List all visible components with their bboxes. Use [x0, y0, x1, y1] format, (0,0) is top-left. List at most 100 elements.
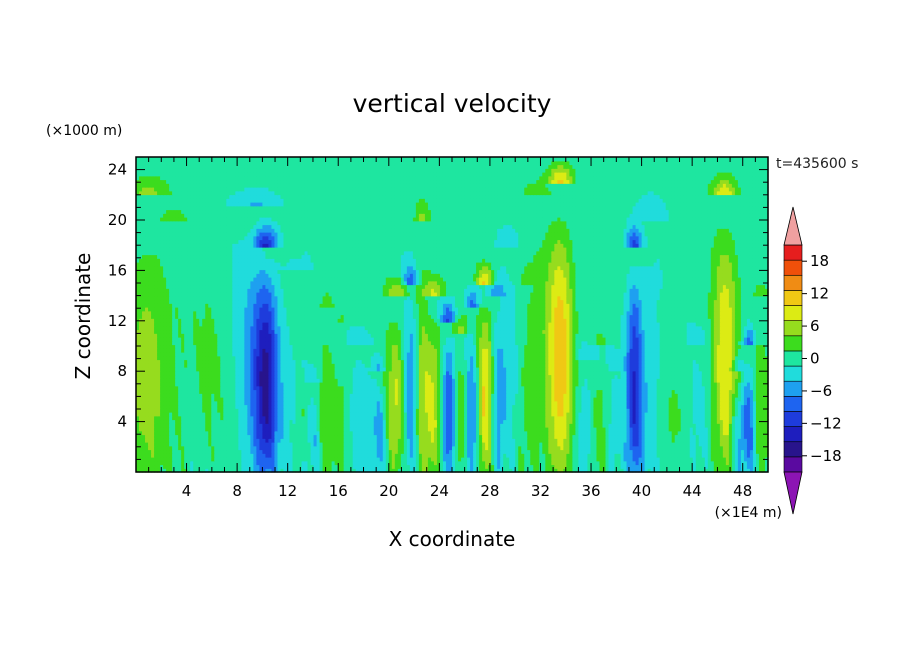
field-cell — [590, 453, 595, 458]
field-cell — [331, 434, 336, 439]
field-cell — [632, 434, 637, 439]
field-cell — [680, 423, 685, 428]
field-cell — [695, 453, 700, 458]
field-cell — [491, 445, 495, 451]
field-cell — [256, 438, 260, 443]
field-cell — [406, 434, 411, 439]
field-cell — [467, 434, 471, 439]
field-cell — [563, 468, 567, 473]
field-cell — [515, 430, 519, 436]
field-cell — [737, 419, 742, 424]
field-cell — [154, 464, 158, 469]
field-cell — [491, 419, 495, 424]
field-cell — [659, 468, 664, 473]
field-cell — [346, 453, 351, 458]
field-cell — [292, 460, 297, 466]
field-cell — [635, 438, 640, 443]
field-cell — [385, 442, 390, 447]
field-cell — [211, 423, 215, 428]
field-cell — [154, 445, 158, 451]
field-cell — [349, 423, 354, 428]
field-cell — [668, 468, 673, 473]
field-cell — [752, 438, 757, 443]
field-cell — [424, 457, 429, 462]
field-cell — [521, 460, 525, 466]
field-cell — [455, 423, 459, 428]
field-cell — [202, 460, 206, 466]
field-cell — [464, 464, 468, 469]
field-cell — [695, 457, 700, 462]
field-cell — [202, 442, 206, 447]
field-cell — [620, 430, 625, 436]
field-cell — [151, 468, 155, 473]
field-cell — [448, 434, 453, 439]
field-cell — [361, 460, 366, 466]
field-cell — [557, 453, 561, 458]
field-cell — [725, 430, 730, 436]
field-cell — [391, 430, 396, 436]
field-cell — [458, 419, 462, 424]
field-cell — [163, 468, 167, 473]
field-cell — [656, 423, 661, 428]
field-cell — [322, 453, 327, 458]
field-cell — [238, 449, 242, 454]
field-cell — [376, 460, 381, 466]
field-cell — [193, 460, 197, 466]
field-cell — [436, 468, 441, 473]
field-cell — [509, 419, 513, 424]
field-cell — [283, 423, 288, 428]
field-cell — [382, 460, 387, 466]
field-cell — [154, 419, 158, 424]
field-cell — [262, 468, 267, 473]
field-cell — [289, 438, 294, 443]
field-cell — [301, 430, 306, 436]
field-cell — [352, 423, 357, 428]
field-cell — [461, 464, 465, 469]
field-cell — [452, 453, 456, 458]
field-cell — [617, 460, 622, 466]
field-cell — [349, 464, 354, 469]
field-cell — [764, 434, 769, 439]
field-cell — [376, 464, 381, 469]
field-cell — [668, 445, 673, 451]
field-cell — [572, 453, 576, 458]
field-cell — [241, 453, 245, 458]
field-cell — [334, 427, 339, 432]
field-cell — [479, 438, 483, 443]
field-cell — [491, 449, 495, 454]
field-cell — [322, 464, 327, 469]
field-cell — [692, 430, 697, 436]
field-cell — [755, 445, 760, 451]
field-cell — [172, 415, 176, 421]
field-cell — [665, 423, 670, 428]
field-cell — [728, 419, 733, 424]
field-cell — [352, 442, 357, 447]
field-cell — [358, 449, 363, 454]
field-cell — [626, 438, 631, 443]
field-cell — [169, 427, 173, 432]
field-cell — [268, 434, 273, 439]
field-cell — [265, 442, 270, 447]
field-cell — [421, 438, 426, 443]
field-cell — [749, 445, 754, 451]
field-cell — [343, 434, 348, 439]
field-cell — [331, 457, 336, 462]
field-cell — [602, 460, 607, 466]
field-cell — [427, 438, 432, 443]
field-cell — [527, 457, 531, 462]
field-cell — [635, 464, 640, 469]
field-cell — [208, 460, 212, 466]
field-cell — [424, 449, 429, 454]
field-cell — [662, 457, 667, 462]
field-cell — [262, 430, 267, 436]
field-cell — [710, 419, 715, 424]
field-cell — [695, 460, 700, 466]
field-cell — [581, 457, 586, 462]
field-cell — [602, 449, 607, 454]
field-cell — [764, 468, 769, 473]
field-cell — [256, 442, 260, 447]
field-cell — [758, 430, 763, 436]
field-cell — [340, 453, 345, 458]
field-cell — [608, 419, 613, 424]
field-cell — [497, 457, 501, 462]
